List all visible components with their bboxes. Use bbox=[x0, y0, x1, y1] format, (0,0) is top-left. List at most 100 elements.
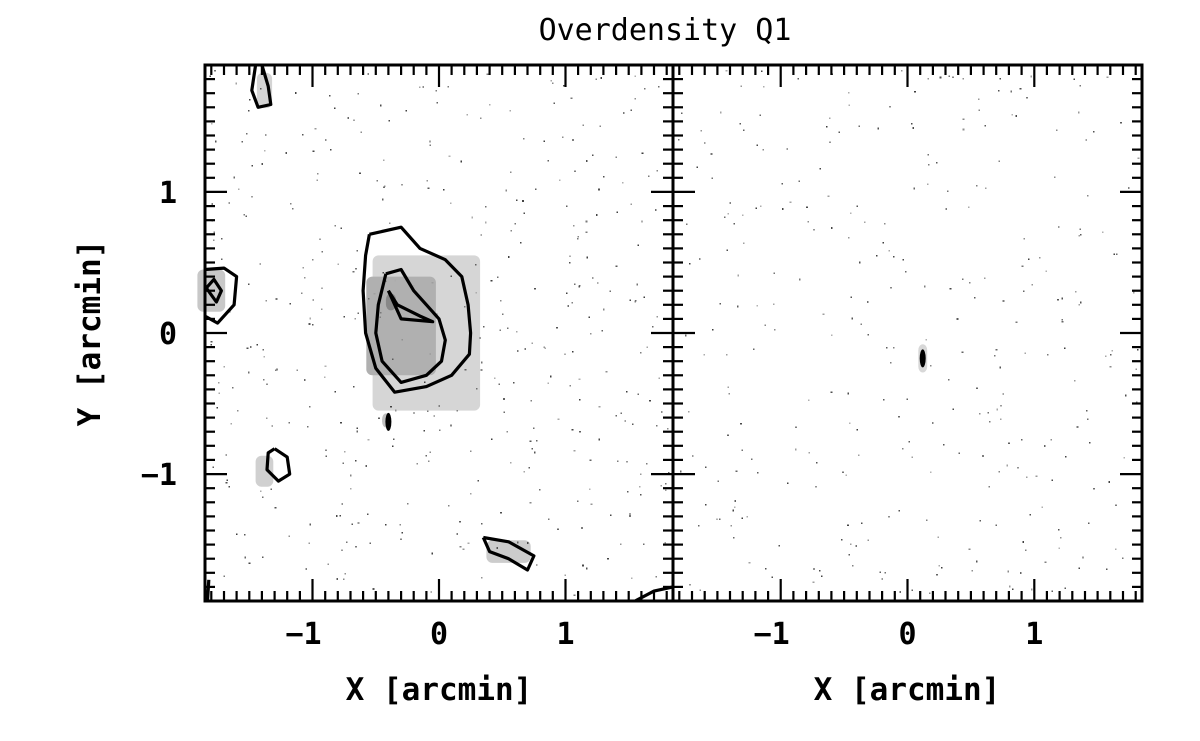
left-density-patch bbox=[486, 540, 531, 563]
right-noise-dot bbox=[1015, 115, 1017, 117]
left-noise-dot bbox=[245, 133, 248, 135]
left-noise-dot bbox=[210, 344, 212, 346]
right-noise-dot bbox=[1058, 226, 1060, 228]
right-noise-dot bbox=[1058, 547, 1060, 549]
right-noise-dot bbox=[947, 379, 950, 381]
left-noise-dot bbox=[506, 431, 509, 433]
right-noise-dot bbox=[760, 70, 763, 73]
left-noise-dot bbox=[657, 86, 660, 88]
right-noise-dot bbox=[924, 285, 926, 288]
right-noise-dot bbox=[798, 278, 801, 281]
right-noise-dot bbox=[764, 568, 767, 570]
right-noise-dot bbox=[985, 187, 987, 190]
right-noise-dot bbox=[1124, 394, 1127, 397]
left-noise-dot bbox=[307, 426, 309, 428]
right-noise-dot bbox=[1128, 187, 1130, 189]
right-noise-dot bbox=[978, 109, 980, 112]
right-noise-dot bbox=[725, 69, 728, 72]
left-noise-dot bbox=[496, 547, 499, 549]
right-noise-dot bbox=[864, 221, 866, 224]
right-noise-dot bbox=[1039, 256, 1041, 259]
left-noise-dot bbox=[647, 175, 650, 177]
right-noise-dot bbox=[1043, 445, 1046, 447]
left-noise-dot bbox=[392, 438, 395, 440]
left-noise-dot bbox=[237, 188, 240, 190]
left-noise-dot bbox=[285, 152, 288, 154]
left-noise-dot bbox=[503, 411, 505, 414]
left-noise-dot bbox=[548, 518, 550, 521]
left-noise-dot bbox=[438, 405, 440, 407]
right-noise-dot bbox=[851, 565, 854, 567]
right-noise-dot bbox=[851, 317, 853, 320]
left-y-tick-label: 1 bbox=[159, 176, 177, 211]
right-noise-dot bbox=[727, 386, 730, 388]
left-noise-dot bbox=[416, 463, 418, 465]
left-noise-dot bbox=[391, 445, 394, 447]
left-noise-dot bbox=[574, 170, 576, 173]
right-noise-dot bbox=[746, 516, 749, 518]
left-noise-dot bbox=[382, 272, 384, 274]
right-noise-dot bbox=[1086, 418, 1089, 420]
left-noise-dot bbox=[367, 438, 370, 441]
right-noise-dot bbox=[1051, 590, 1054, 592]
left-noise-dot bbox=[600, 77, 602, 79]
left-noise-dot bbox=[288, 535, 290, 537]
left-noise-dot bbox=[412, 285, 415, 287]
right-noise-dot bbox=[760, 205, 762, 207]
left-noise-dot bbox=[447, 505, 450, 507]
left-noise-dot bbox=[510, 229, 512, 232]
right-noise-dot bbox=[1101, 231, 1104, 233]
left-noise-dot bbox=[215, 140, 217, 143]
right-noise-dot bbox=[679, 470, 682, 473]
right-noise-dot bbox=[911, 456, 914, 458]
left-noise-dot bbox=[336, 578, 338, 580]
left-noise-dot bbox=[578, 378, 581, 381]
left-noise-dot bbox=[356, 427, 359, 430]
left-x-tick-label: −1 bbox=[285, 617, 321, 652]
right-noise-dot bbox=[696, 166, 699, 169]
left-noise-dot bbox=[624, 420, 626, 422]
right-noise-dot bbox=[1031, 588, 1033, 591]
left-noise-dot bbox=[531, 447, 534, 450]
right-peak-spot bbox=[919, 349, 926, 368]
right-noise-dot bbox=[813, 568, 815, 570]
left-noise-dot bbox=[535, 440, 538, 442]
left-density-patch bbox=[366, 276, 436, 376]
right-noise-dot bbox=[866, 301, 869, 303]
left-noise-dot bbox=[469, 493, 472, 495]
left-noise-dot bbox=[475, 263, 477, 266]
left-noise-dot bbox=[249, 346, 252, 348]
right-noise-dot bbox=[879, 571, 882, 574]
right-noise-dot bbox=[884, 572, 887, 574]
right-noise-dot bbox=[1022, 541, 1024, 543]
left-noise-dot bbox=[450, 202, 452, 205]
left-noise-dot bbox=[260, 490, 262, 492]
right-noise-dot bbox=[1065, 455, 1067, 458]
right-noise-dot bbox=[848, 553, 851, 556]
left-noise-dot bbox=[629, 299, 631, 302]
left-noise-dot bbox=[390, 406, 392, 408]
left-contour-level-1 bbox=[361, 225, 473, 394]
left-noise-dot bbox=[247, 371, 250, 374]
left-noise-dot bbox=[211, 122, 213, 125]
right-noise-dot bbox=[1011, 114, 1013, 116]
left-noise-dot bbox=[622, 182, 624, 184]
right-noise-dot bbox=[717, 480, 720, 482]
right-noise-dot bbox=[1025, 476, 1028, 479]
left-noise-dot bbox=[355, 545, 357, 548]
left-noise-dot bbox=[325, 455, 328, 458]
left-noise-dot bbox=[356, 430, 359, 433]
left-noise-dot bbox=[499, 329, 501, 331]
left-noise-dot bbox=[484, 221, 487, 224]
right-noise-dot bbox=[888, 250, 890, 252]
left-noise-dot bbox=[256, 344, 259, 346]
left-noise-dot bbox=[350, 488, 352, 490]
left-noise-dot bbox=[351, 523, 354, 526]
left-noise-dot bbox=[354, 460, 357, 462]
right-noise-dot bbox=[687, 410, 690, 413]
left-noise-dot bbox=[571, 428, 574, 431]
right-noise-dot bbox=[952, 76, 954, 78]
right-panel: −1 0 1 X [arcmin] bbox=[671, 63, 1144, 708]
left-noise-dot bbox=[308, 405, 311, 408]
right-x-tick-label: 1 bbox=[1025, 617, 1043, 652]
